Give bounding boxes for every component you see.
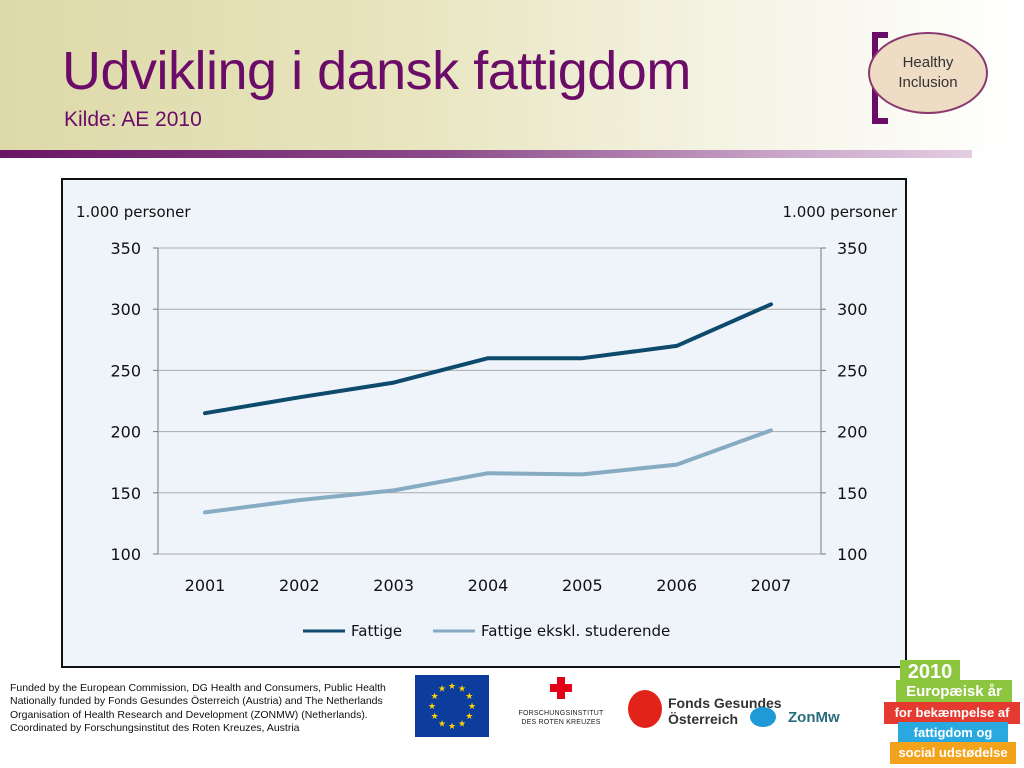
header-divider — [0, 150, 972, 158]
european-year-2010-logo: 2010 Europæisk år for bekæmpelse af fatt… — [884, 660, 1020, 766]
y-tick-label-right: 200 — [837, 423, 868, 442]
eu-star-icon: ★ — [448, 682, 456, 692]
zonmw-mark-icon — [750, 707, 776, 727]
x-tick-label: 2004 — [468, 576, 509, 595]
eu-stars-icon: ★ ★★★★★★★★★★★ — [428, 682, 476, 732]
eu-star-icon: ★ — [431, 712, 439, 722]
healthy-inclusion-badge: Healthy Inclusion — [868, 32, 988, 114]
y-tick-label-right: 300 — [837, 300, 868, 319]
eu-star-icon: ★ — [468, 702, 476, 712]
data-point — [487, 472, 489, 474]
chart-canvas: 1.000 personer 1.000 personer 100 100 150 1… — [76, 203, 898, 640]
funding-line: Coordinated by Forschungsinstitut des Ro… — [10, 721, 300, 734]
funding-line: Nationally funded by Fonds Gesundes Öste… — [10, 695, 383, 721]
red-cross-institute-logo: FORSCHUNGSINSTITUT DES ROTEN KREUZES — [515, 677, 607, 733]
left-axis-unit-label: 1.000 personer — [76, 203, 191, 221]
right-axis-unit-label: 1.000 personer — [782, 203, 897, 221]
data-point — [204, 412, 206, 414]
y-tick-label-left: 350 — [110, 239, 141, 258]
y-tick-label-right: 100 — [837, 545, 868, 564]
x-tick-label: 2002 — [279, 576, 320, 595]
y-tick-label-left: 100 — [110, 545, 141, 564]
series-line-1 — [203, 302, 773, 416]
poverty-line-chart: 1.000 personer 1.000 personer 100 100 150 1… — [61, 178, 907, 668]
eu-star-icon: ★ — [438, 685, 446, 695]
fri-line2: DES ROTEN KREUZES — [521, 719, 601, 726]
eu-star-icon: ★ — [428, 702, 436, 712]
healthy-inclusion-logo: Healthy Inclusion — [868, 28, 990, 124]
red-cross-icon — [550, 677, 572, 699]
healthy-inclusion-line1: Healthy — [902, 54, 954, 71]
data-point — [393, 382, 395, 384]
slide-title: Udvikling i dansk fattigdom — [62, 41, 691, 101]
eu-star-icon: ★ — [448, 722, 456, 732]
ey-line4: social udstødelse — [890, 742, 1016, 764]
data-point — [204, 511, 206, 513]
ey-line1: Europæisk år — [896, 680, 1012, 704]
data-point — [770, 429, 772, 431]
fgo-line1: Fonds Gesundes — [668, 695, 782, 711]
funding-line: Funded by the European Commission, DG He… — [10, 682, 386, 694]
fgo-figure-icon — [628, 690, 662, 728]
eu-star-icon: ★ — [465, 712, 473, 722]
data-point — [676, 345, 678, 347]
legend-label: Fattige ekskl. studerende — [481, 622, 670, 640]
y-tick-label-left: 300 — [110, 300, 141, 319]
x-tick-label: 2003 — [373, 576, 414, 595]
fonds-gesundes-logo: Fonds Gesundes Österreich — [628, 688, 782, 732]
data-point — [676, 464, 678, 466]
data-point — [770, 303, 772, 305]
eu-star-icon: ★ — [458, 719, 466, 729]
fgo-line2: Österreich — [668, 711, 739, 727]
slide-subtitle: Kilde: AE 2010 — [64, 108, 202, 131]
y-tick-label-right: 150 — [837, 484, 868, 503]
ey-line2: for bekæmpelse af — [884, 702, 1020, 724]
x-tick-label: 2007 — [751, 576, 792, 595]
series-line-2 — [203, 428, 773, 515]
y-tick-label-left: 150 — [110, 484, 141, 503]
data-point — [298, 499, 300, 501]
legend-label: Fattige — [351, 622, 402, 640]
zonmw-text: ZonMw — [788, 709, 840, 726]
y-tick-label-right: 350 — [837, 239, 868, 258]
data-point — [298, 396, 300, 398]
ey-line3: fattigdom og — [898, 722, 1008, 744]
data-point — [581, 357, 583, 359]
data-point — [581, 473, 583, 475]
x-tick-label: 2006 — [656, 576, 697, 595]
eu-star-icon: ★ — [458, 685, 466, 695]
eu-star-icon: ★ — [465, 692, 473, 702]
healthy-inclusion-line2: Inclusion — [898, 74, 958, 91]
fri-line1: FORSCHUNGSINSTITUT — [518, 710, 604, 717]
y-tick-label-right: 250 — [837, 361, 868, 380]
header-band — [0, 0, 1024, 150]
y-tick-label-left: 200 — [110, 423, 141, 442]
data-point — [487, 357, 489, 359]
eu-star-icon: ★ — [431, 692, 439, 702]
x-tick-label: 2005 — [562, 576, 603, 595]
eu-flag-logo: ★ ★ ★ ★ ★ ★ ★ ★ ★ ★ ★ ★ — [415, 675, 489, 737]
funding-notice: Funded by the European Commission, DG He… — [10, 682, 400, 735]
y-tick-label-left: 250 — [110, 361, 141, 380]
data-point — [393, 489, 395, 491]
eu-star-icon: ★ — [438, 719, 446, 729]
zonmw-logo: ZonMw — [750, 704, 850, 734]
x-tick-label: 2001 — [185, 576, 226, 595]
